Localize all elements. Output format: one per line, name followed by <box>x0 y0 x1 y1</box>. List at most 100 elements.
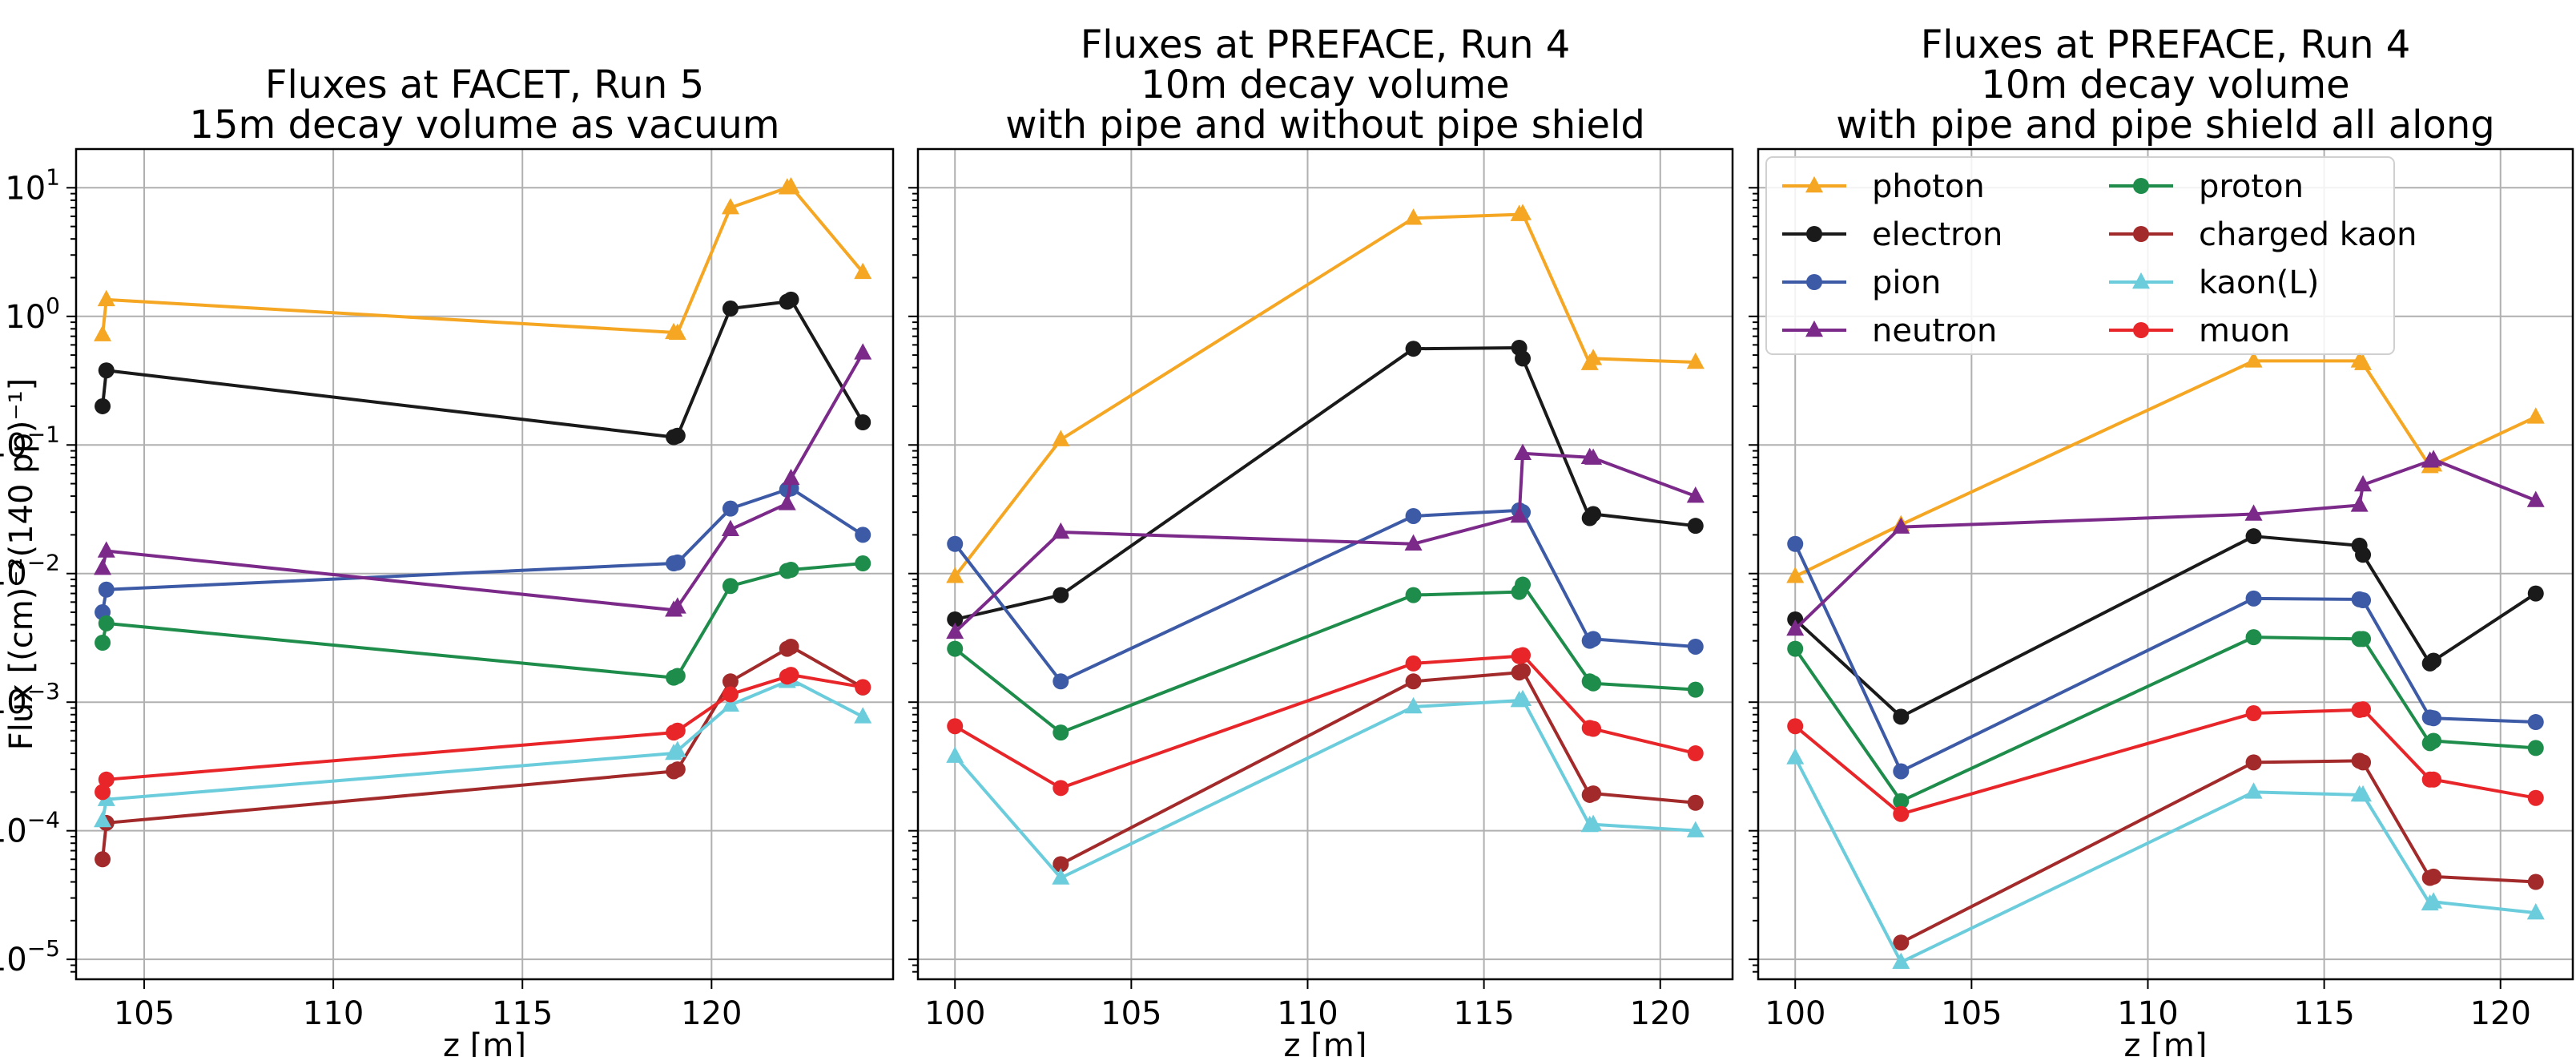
x-tick-label: 115 <box>1453 995 1514 1032</box>
data-point-kaon-l- <box>2425 892 2443 909</box>
x-tick-label: 105 <box>1941 995 2002 1032</box>
data-point-photon <box>1514 204 1532 220</box>
data-point-kaon-l- <box>1892 952 1910 969</box>
data-point-proton <box>722 578 739 595</box>
data-point-neutron <box>1584 448 1603 465</box>
y-tick-label: 101 <box>5 163 60 207</box>
series-group <box>946 204 1705 885</box>
data-point-kaon-l- <box>1404 696 1423 714</box>
data-point-pion <box>1405 507 1422 524</box>
data-point-neutron <box>2244 504 2263 521</box>
axes-frame <box>916 147 1734 981</box>
data-point-neutron <box>2425 450 2443 466</box>
x-tick-label: 115 <box>492 995 553 1032</box>
x-tick-label: 115 <box>2293 995 2354 1032</box>
y-axis-label: Flux [(cm)⁻²(140 pp)⁻¹] <box>3 378 40 751</box>
data-point-proton <box>855 555 871 572</box>
data-point-pion <box>669 554 686 571</box>
x-tick-label: 105 <box>1101 995 1161 1032</box>
data-point-neutron <box>721 519 739 537</box>
data-point-charged-kaon <box>2527 873 2544 890</box>
panel-3: 100 105 110 115 120 Fluxes at PREFACE, Run 41… <box>1749 22 2574 1057</box>
series-line-proton <box>101 562 863 680</box>
legend-marker-muon <box>2133 322 2149 338</box>
data-point-muon <box>98 771 115 788</box>
data-point-neutron <box>1052 522 1070 539</box>
data-point-proton <box>2245 629 2262 646</box>
chart-title-line: with pipe and without pipe shield <box>1005 103 1645 147</box>
data-point-charged-kaon <box>2425 868 2442 885</box>
data-point-muon <box>669 722 686 739</box>
data-point-pion <box>2527 714 2544 731</box>
legend: photon electron pion neutron proton charged k… <box>1765 156 2417 355</box>
data-point-proton <box>1893 793 1910 809</box>
data-point-proton <box>1687 681 1704 698</box>
data-point-muon <box>2355 701 2372 718</box>
data-point-pion <box>1585 631 1602 648</box>
legend-label-muon: muon <box>2199 313 2290 349</box>
chart-title-line: 10m decay volume <box>1981 63 2349 107</box>
series-line-kaon-l- <box>1793 756 2536 964</box>
data-point-proton <box>669 668 686 684</box>
x-tick-label: 110 <box>303 995 364 1032</box>
data-point-kaon-l- <box>94 810 112 828</box>
data-point-pion <box>1893 763 1910 780</box>
y-tick-label: 10−5 <box>0 935 60 978</box>
data-point-kaon-l- <box>1786 748 1805 765</box>
data-point-kaon-l- <box>854 707 872 724</box>
data-point-charged-kaon <box>1515 663 1532 680</box>
legend-marker-pion <box>1806 274 1822 290</box>
data-point-muon <box>722 686 739 703</box>
legend-label-proton: proton <box>2199 168 2304 205</box>
axes-frame <box>1757 147 2574 981</box>
panel-2: 100 105 110 115 120 Fluxes at PREFACE, Run 41… <box>908 22 1734 1057</box>
data-point-muon <box>855 679 871 696</box>
series-line-neutron <box>953 451 1697 634</box>
data-point-electron <box>1053 587 1069 603</box>
data-point-pion <box>2355 592 2372 609</box>
data-point-electron <box>1405 341 1422 357</box>
data-point-neutron <box>94 558 112 575</box>
data-point-muon <box>783 667 799 684</box>
chart-title-line: Fluxes at PREFACE, Run 4 <box>1921 22 2411 67</box>
data-point-photon <box>721 198 739 215</box>
data-point-electron <box>722 301 739 317</box>
y-tick-label: 10−2 <box>0 550 60 593</box>
data-point-electron <box>1585 506 1602 522</box>
data-point-kaon-l- <box>1514 689 1532 707</box>
chart-title-line: 15m decay volume as vacuum <box>189 103 779 147</box>
y-tick-label: 10−4 <box>0 807 60 850</box>
series-group <box>94 176 872 868</box>
data-point-charged-kaon <box>95 851 111 868</box>
legend-box <box>1765 156 2395 355</box>
data-point-muon <box>947 718 964 735</box>
data-point-proton <box>947 640 964 657</box>
legend-marker-proton <box>2133 178 2149 194</box>
data-point-charged-kaon <box>2245 754 2262 771</box>
data-point-neutron <box>946 622 964 639</box>
data-point-electron <box>2245 528 2262 545</box>
data-point-kaon-l- <box>2354 785 2373 802</box>
data-point-pion <box>2245 590 2262 607</box>
data-point-neutron <box>1514 443 1532 461</box>
legend-label-pion: pion <box>1872 264 1941 301</box>
x-axis-label: z [m] <box>1284 1027 1367 1057</box>
axes-frame <box>74 147 895 981</box>
data-point-muon <box>2425 771 2442 788</box>
series-line-kaon-l- <box>101 677 864 821</box>
data-point-electron <box>2425 652 2442 669</box>
data-point-electron <box>1515 350 1532 367</box>
data-point-pion <box>1053 673 1069 690</box>
data-point-electron <box>855 414 871 430</box>
y-tick-label: 10−1 <box>0 421 60 464</box>
data-point-charged-kaon <box>1687 794 1704 811</box>
legend-marker-charged-kaon <box>2133 226 2149 242</box>
panel-1: 10−5 10−4 10−3 10−2 10−1 100 101 105 110 115 120 Fl… <box>0 63 895 1057</box>
legend-label-neutron: neutron <box>1872 313 1997 349</box>
series-group <box>1786 351 2545 969</box>
data-point-photon <box>946 567 964 583</box>
data-point-kaon-l- <box>946 746 964 763</box>
data-point-electron <box>95 397 111 414</box>
data-point-muon <box>1893 805 1910 822</box>
data-point-proton <box>1405 587 1422 603</box>
